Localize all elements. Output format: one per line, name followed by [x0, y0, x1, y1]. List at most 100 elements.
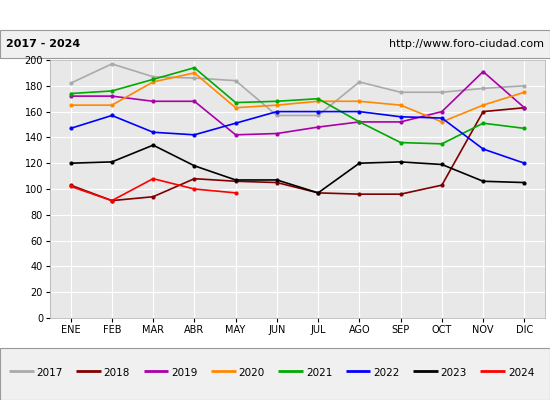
2023 [67, 161, 74, 166]
2017 [67, 81, 74, 86]
Line: 2021: 2021 [69, 66, 526, 145]
2019 [397, 120, 404, 124]
2017 [356, 80, 362, 84]
Line: 2022: 2022 [69, 110, 526, 164]
Text: 2022: 2022 [373, 368, 400, 378]
2023 [438, 162, 445, 167]
2020 [67, 103, 74, 108]
2020 [521, 90, 527, 95]
2017 [150, 74, 156, 79]
2021 [397, 140, 404, 145]
Text: 2024: 2024 [508, 368, 535, 378]
2018 [397, 192, 404, 196]
2021 [356, 120, 362, 124]
2022 [356, 109, 362, 114]
2023 [480, 179, 486, 184]
2020 [150, 80, 156, 84]
2022 [315, 109, 321, 114]
2019 [438, 109, 445, 114]
Text: 2018: 2018 [104, 368, 130, 378]
2022 [480, 147, 486, 152]
2018 [232, 179, 239, 184]
2018 [356, 192, 362, 196]
Text: http://www.foro-ciudad.com: http://www.foro-ciudad.com [389, 39, 544, 49]
2020 [356, 99, 362, 104]
Text: 2019: 2019 [171, 368, 197, 378]
2019 [315, 125, 321, 130]
2018 [108, 198, 115, 203]
2019 [232, 132, 239, 137]
2023 [397, 160, 404, 164]
Line: 2024: 2024 [69, 177, 237, 202]
2023 [521, 180, 527, 185]
2017 [397, 90, 404, 95]
2020 [191, 70, 197, 75]
2023 [356, 161, 362, 166]
2022 [232, 121, 239, 126]
2020 [397, 103, 404, 108]
2022 [273, 109, 280, 114]
Line: 2023: 2023 [69, 144, 526, 194]
Text: 2017 - 2024: 2017 - 2024 [6, 39, 80, 49]
2020 [315, 99, 321, 104]
Text: 2020: 2020 [239, 368, 265, 378]
2022 [191, 132, 197, 137]
2017 [191, 76, 197, 80]
2022 [438, 116, 445, 120]
2024 [108, 198, 115, 203]
2020 [480, 103, 486, 108]
2020 [438, 120, 445, 124]
2022 [108, 113, 115, 118]
2020 [108, 103, 115, 108]
2019 [191, 99, 197, 104]
2019 [150, 99, 156, 104]
2021 [232, 100, 239, 105]
Line: 2020: 2020 [69, 72, 526, 123]
2021 [315, 96, 321, 101]
Text: 2021: 2021 [306, 368, 332, 378]
2017 [108, 62, 115, 66]
2019 [273, 131, 280, 136]
2019 [480, 69, 486, 74]
2022 [67, 126, 74, 131]
2017 [480, 86, 486, 91]
2023 [108, 160, 115, 164]
2018 [150, 194, 156, 199]
2022 [521, 161, 527, 166]
Line: 2018: 2018 [69, 106, 526, 202]
2024 [232, 190, 239, 195]
2018 [273, 180, 280, 185]
2018 [480, 109, 486, 114]
2018 [67, 183, 74, 188]
2022 [397, 114, 404, 119]
Text: Evolucion del paro registrado en La Albuera: Evolucion del paro registrado en La Albu… [103, 8, 447, 22]
2019 [356, 120, 362, 124]
2017 [438, 90, 445, 95]
2018 [191, 176, 197, 181]
2020 [273, 103, 280, 108]
2022 [150, 130, 156, 135]
2019 [521, 105, 527, 110]
2021 [108, 88, 115, 93]
2019 [67, 94, 74, 98]
2021 [191, 65, 197, 70]
2020 [232, 105, 239, 110]
2023 [232, 178, 239, 182]
2024 [191, 186, 197, 191]
2017 [232, 78, 239, 83]
Text: 2023: 2023 [441, 368, 467, 378]
2023 [191, 163, 197, 168]
2018 [521, 105, 527, 110]
2021 [67, 91, 74, 96]
2018 [315, 190, 321, 195]
2017 [521, 83, 527, 88]
Line: 2017: 2017 [69, 62, 526, 117]
2021 [438, 142, 445, 146]
2023 [150, 143, 156, 148]
2023 [315, 190, 321, 195]
2021 [150, 77, 156, 82]
2024 [150, 176, 156, 181]
2021 [521, 126, 527, 131]
2024 [67, 184, 74, 189]
Text: 2017: 2017 [36, 368, 63, 378]
